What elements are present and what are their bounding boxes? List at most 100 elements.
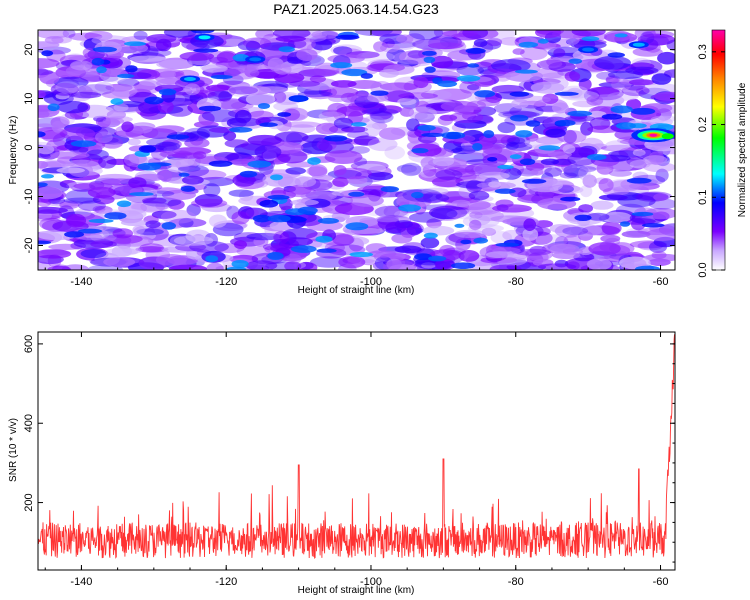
spectrogram-spot: [411, 191, 424, 199]
spectrogram-spot: [370, 90, 389, 96]
colorbar-gradient: [711, 29, 726, 271]
spectrogram-spot: [424, 66, 436, 73]
spectrogram-cell: [320, 86, 359, 98]
spectrogram-cell: [38, 30, 70, 39]
spectrogram-cell: [361, 108, 399, 116]
spectrogram-cell: [89, 230, 117, 243]
spectrogram-cell: [538, 135, 565, 145]
spectrogram-spot: [428, 255, 447, 262]
spectrogram-spot: [487, 157, 498, 162]
chart-title: PAZ1.2025.063.14.54.G23: [273, 1, 439, 17]
spectrogram-cell: [294, 176, 317, 188]
spectrogram-cell: [63, 197, 102, 204]
spectrogram-cell: [552, 102, 569, 114]
spectrogram-cell: [113, 103, 129, 112]
spectrogram-maximum: [582, 47, 595, 52]
spectrogram-spot: [421, 132, 445, 137]
spectrogram-cell: [601, 144, 638, 152]
spectrogram-cell: [132, 225, 145, 235]
spectrogram-cell: [316, 139, 337, 151]
spectrogram-cell: [128, 177, 147, 189]
spectrogram-cell: [171, 87, 193, 96]
spectrogram-cell: [155, 254, 187, 266]
spectrogram-cell: [540, 158, 560, 165]
spectrogram-cell: [586, 212, 610, 221]
spectrogram-spot: [317, 217, 339, 224]
spectrogram-spot: [64, 231, 85, 238]
spectrogram-cell: [281, 237, 313, 247]
spectrogram-cell: [50, 151, 90, 160]
spectrogram-cell: [161, 189, 196, 201]
spectrogram-cell: [488, 181, 501, 188]
spectrogram-cell: [228, 86, 258, 95]
spectrogram-cell: [95, 173, 134, 184]
spectrogram-cell: [80, 249, 107, 259]
spectrogram-cell: [649, 241, 667, 254]
spectrogram-spot: [351, 122, 367, 127]
spectrogram-spot: [414, 253, 433, 261]
spectrogram-cell: [356, 51, 395, 62]
spectrogram-cell: [580, 121, 593, 136]
spectrogram-spot: [205, 255, 219, 263]
spectrogram-cell: [99, 68, 129, 83]
spectrogram-cell: [65, 213, 87, 228]
spectrogram-spot: [610, 105, 633, 114]
spectrogram-cell: [666, 39, 675, 51]
spectrogram-cell: [59, 201, 80, 209]
spectrogram-spot: [124, 41, 146, 46]
spectrogram-cell: [231, 211, 250, 225]
spectrogram-cell: [657, 51, 675, 65]
spectrogram-cell: [106, 110, 126, 120]
spectrogram-spot: [110, 98, 124, 105]
colorbar-tick-label: 0.3: [697, 44, 709, 59]
spectrogram-peak-edge: [661, 133, 674, 140]
spectrogram-cell: [648, 198, 675, 210]
spectrogram-cell: [338, 256, 366, 269]
spectrogram-spot: [495, 242, 520, 247]
spectrogram-spot: [161, 222, 176, 230]
spectrogram-cell: [311, 38, 333, 51]
spectrogram-spot: [117, 73, 135, 79]
spectrogram-cell: [216, 51, 236, 63]
spectrogram-cell: [156, 78, 188, 88]
spectrogram-cell: [482, 144, 503, 156]
spectrogram-cell: [499, 37, 524, 46]
spectrogram-y-tick-label: 20: [23, 43, 35, 55]
spectrogram-cell: [333, 117, 353, 129]
spectrogram-cell: [94, 205, 113, 214]
spectrogram-cell: [367, 94, 389, 103]
spectrogram-cell: [421, 187, 449, 195]
spectrogram-cell: [184, 83, 201, 96]
spectrogram-y-ticks: -20 -10 0 10 20: [23, 43, 675, 253]
spectrogram-spot: [398, 204, 421, 212]
spectrogram-y-tick-label: 0: [23, 144, 35, 150]
spectrogram-spot: [456, 75, 481, 82]
spectrogram-spot: [568, 58, 583, 64]
spectrogram-cell: [469, 219, 482, 231]
spectrogram-cell: [477, 99, 500, 107]
spectrogram-cell: [224, 139, 249, 148]
spectrogram-cell: [440, 100, 479, 112]
spectrogram-cell: [600, 211, 633, 223]
spectrogram-spot: [422, 50, 437, 56]
spectrogram-cell: [192, 89, 216, 98]
spectrogram-spot: [446, 132, 461, 140]
snr-series-line: [38, 334, 675, 559]
spectrogram-x-axis-label: Height of straight line (km): [298, 285, 415, 296]
spectrogram-cell: [384, 145, 406, 160]
spectrogram-cell: [570, 40, 607, 50]
spectrogram-x-tick-label: -100: [360, 276, 382, 288]
spectrogram-cell: [651, 251, 667, 260]
spectrogram-maximum: [198, 35, 211, 40]
spectrogram-cell: [281, 107, 309, 122]
spectrogram-spot: [634, 265, 661, 270]
snr-x-ticks: -140 -120 -100 -80 -60: [44, 332, 668, 588]
spectrogram-cell: [120, 209, 147, 219]
spectrogram-cell: [385, 222, 407, 234]
spectrogram-cell: [562, 248, 584, 255]
spectrogram-spot: [518, 41, 538, 48]
spectrogram-cell: [333, 46, 353, 55]
spectrogram-cell: [296, 48, 318, 61]
spectrogram-spot: [555, 119, 576, 127]
spectrogram-cell: [435, 169, 463, 181]
